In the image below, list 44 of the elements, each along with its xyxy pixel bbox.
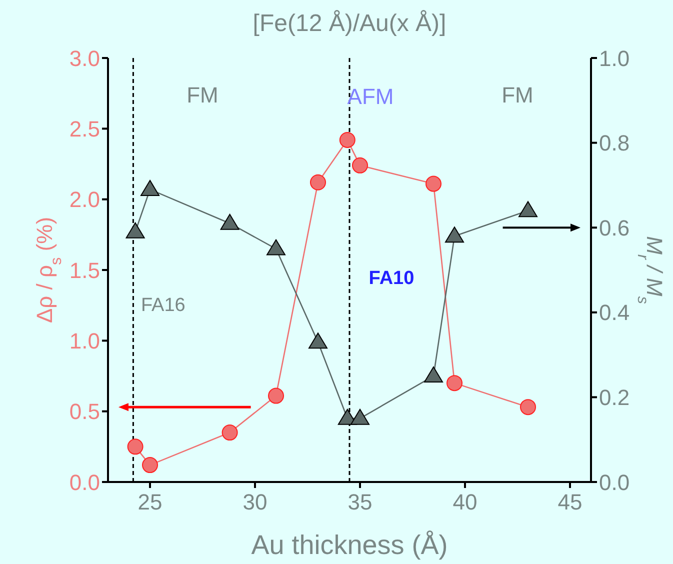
point	[426, 176, 442, 192]
point	[446, 375, 462, 392]
x-tick-label: 25	[138, 490, 162, 515]
x-tick-label: 35	[348, 490, 372, 515]
point	[310, 174, 326, 190]
point	[222, 424, 238, 441]
x-tick-label: 40	[452, 490, 478, 515]
point	[126, 222, 145, 238]
point	[127, 438, 144, 455]
point	[424, 366, 443, 382]
y2-tick-label: 1.0	[599, 46, 630, 71]
point	[268, 388, 284, 404]
x-tick-label: 30	[242, 490, 268, 515]
y-tick-label: 2.0	[69, 187, 100, 212]
y2-tick-label: 0.6	[599, 215, 630, 240]
point	[520, 399, 536, 416]
y2-tick-label: 0.8	[599, 130, 630, 156]
y-tick-label: 0.5	[69, 399, 100, 424]
x-axis-title: Au thickness (Å)	[251, 530, 448, 560]
point	[339, 132, 356, 148]
x-tick-label: 45	[558, 490, 582, 515]
y2-tick-label: 0.0	[599, 470, 630, 495]
point	[518, 201, 538, 218]
y-tick-label: 2.5	[69, 116, 100, 142]
annotation: AFM	[347, 84, 394, 109]
annotation: FM	[186, 82, 218, 108]
point	[352, 157, 368, 174]
point	[142, 457, 158, 474]
point	[266, 239, 286, 256]
point	[140, 180, 160, 196]
chart-title: [Fe(12 Å)/Au(x Å)]	[252, 10, 448, 38]
point	[445, 226, 464, 243]
y2-tick-label: 0.2	[599, 385, 630, 410]
ref-line-label: FA16	[141, 294, 186, 316]
y-tick-label: 0.0	[69, 470, 100, 495]
point	[350, 408, 370, 425]
point	[220, 214, 240, 230]
y2-tick-label: 0.4	[599, 300, 630, 326]
y-tick-label: 1.0	[69, 328, 100, 354]
point	[308, 332, 328, 349]
ref-line-label: FA10	[368, 268, 414, 289]
y-tick-label: 3.0	[69, 46, 100, 71]
annotation: FM	[502, 82, 534, 108]
y-tick-label: 1.5	[69, 258, 100, 283]
